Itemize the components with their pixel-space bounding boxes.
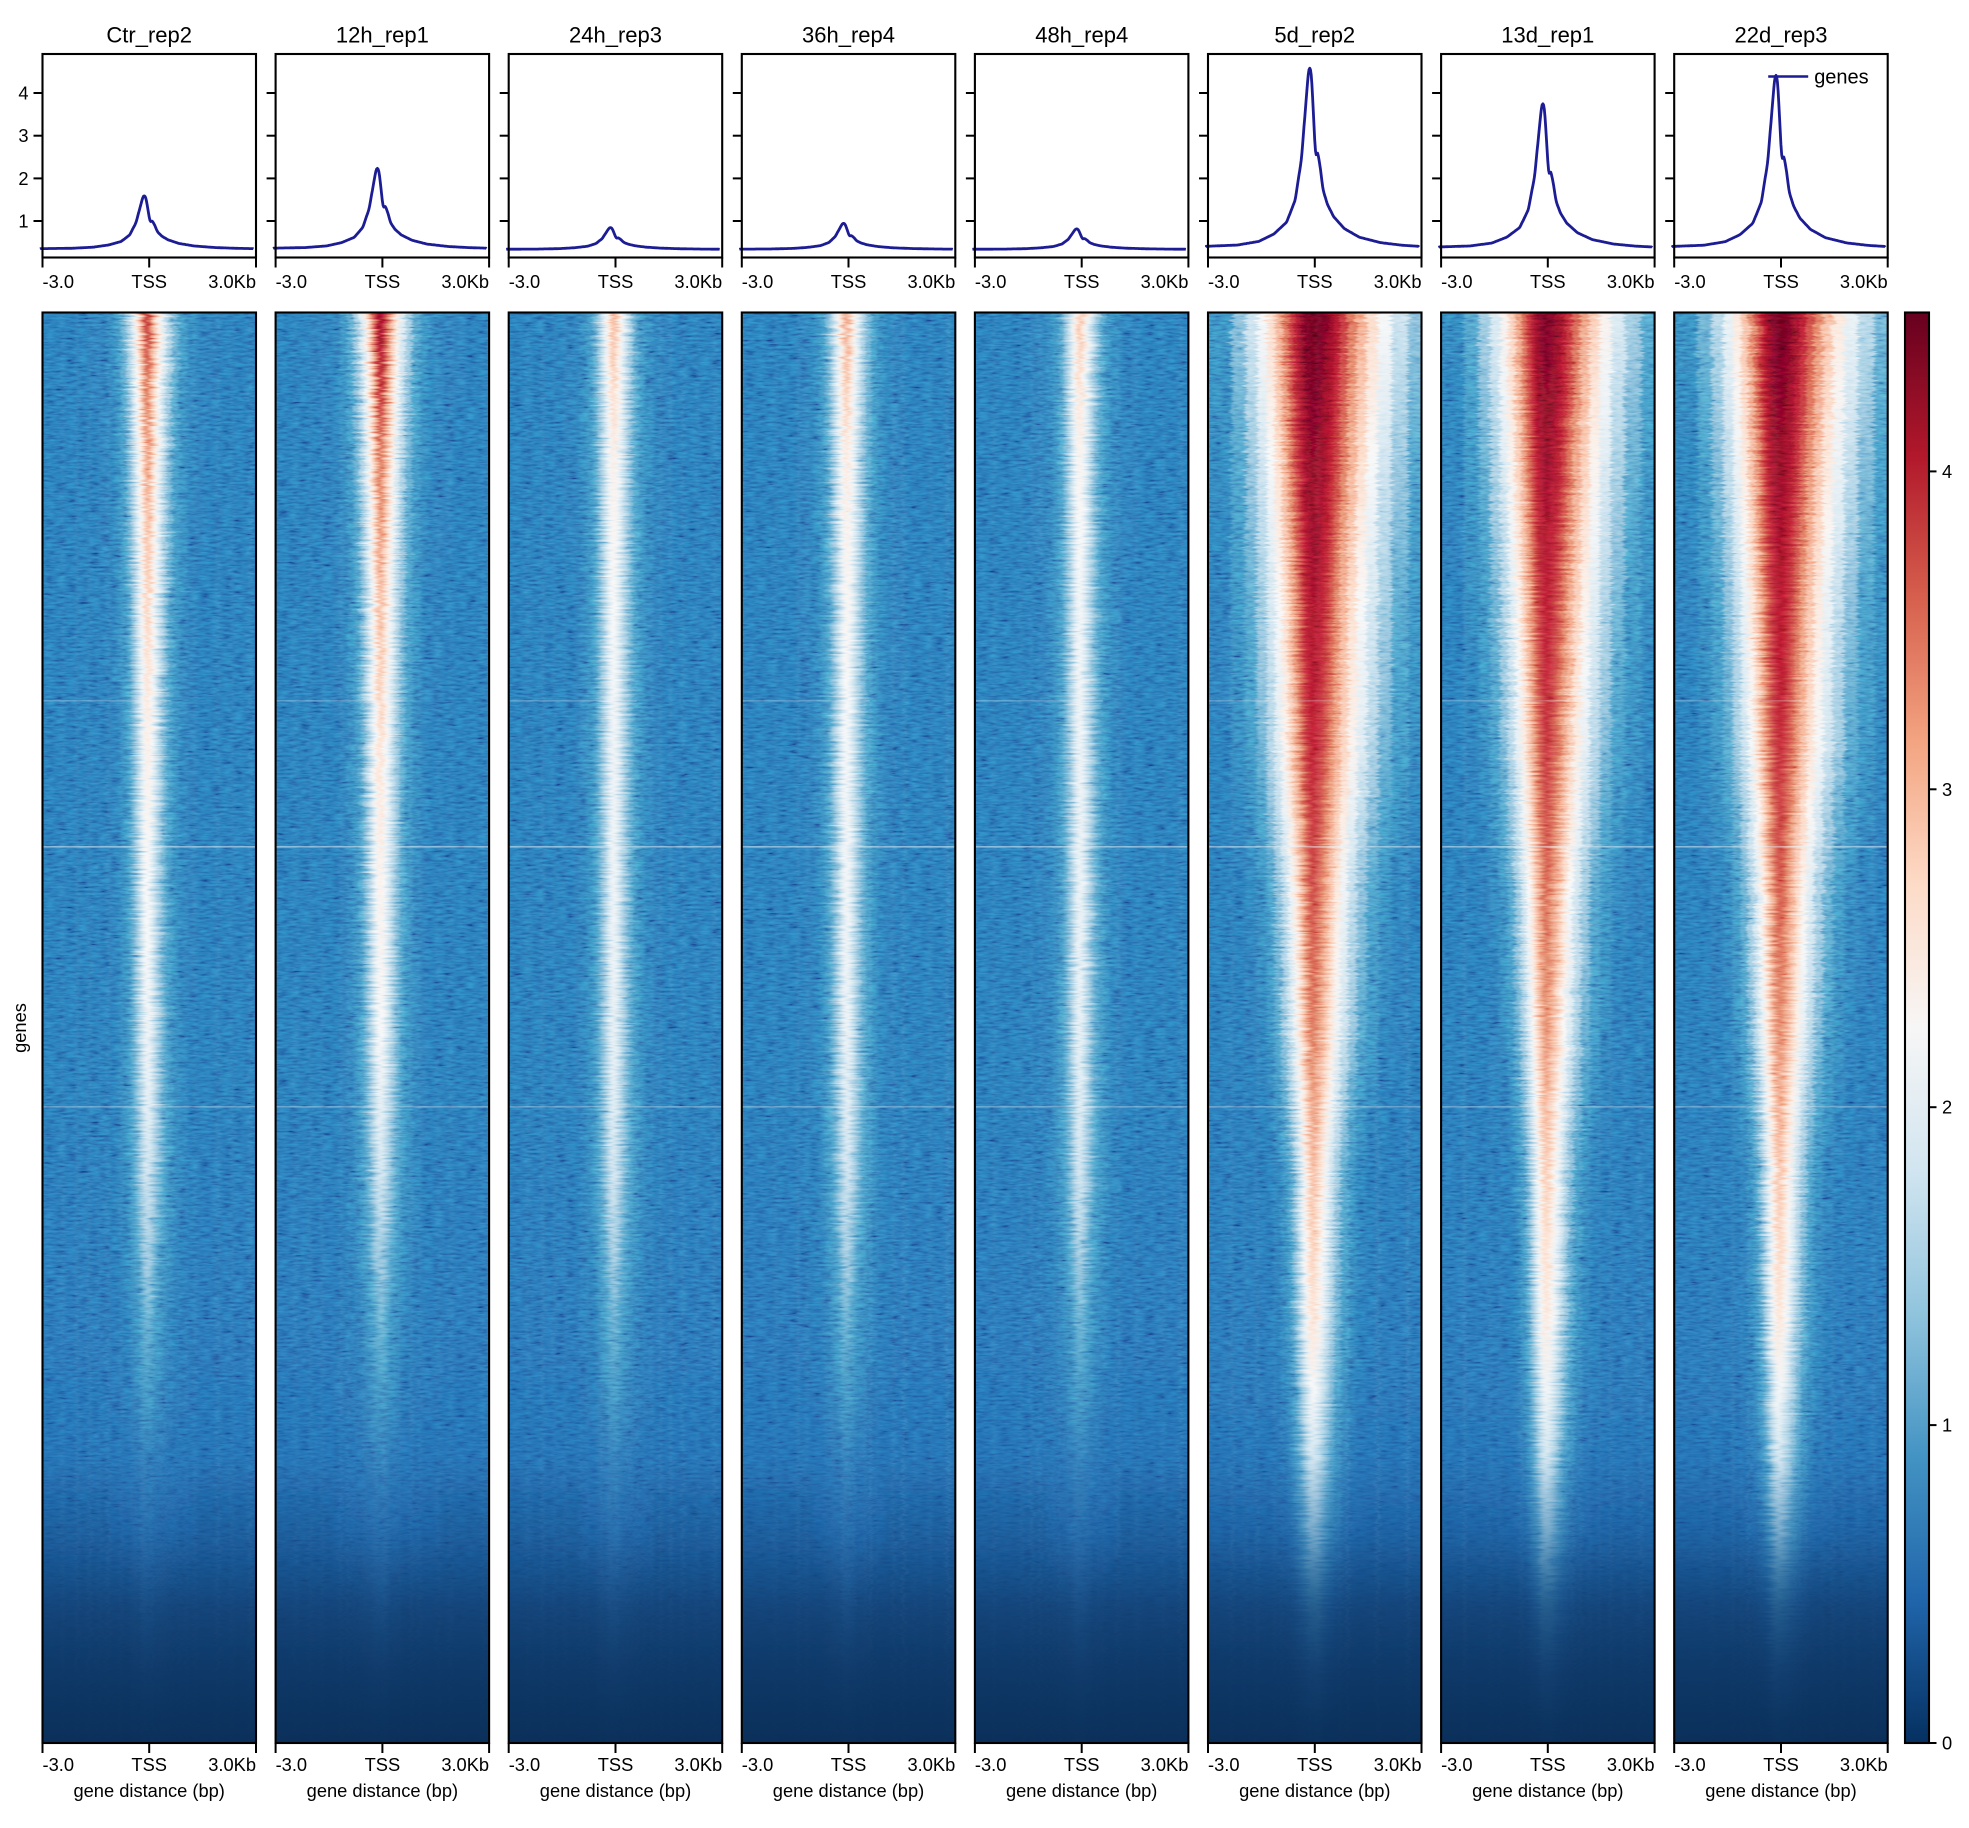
svg-text:TSS: TSS <box>598 1754 634 1775</box>
svg-text:TSS: TSS <box>831 271 867 292</box>
svg-text:3.0Kb: 3.0Kb <box>208 1754 256 1775</box>
svg-text:13d_rep1: 13d_rep1 <box>1501 23 1594 48</box>
svg-text:3.0Kb: 3.0Kb <box>674 271 722 292</box>
svg-text:3.0Kb: 3.0Kb <box>208 271 256 292</box>
svg-text:1: 1 <box>1942 1415 1952 1436</box>
svg-text:-3.0: -3.0 <box>975 271 1007 292</box>
svg-text:TSS: TSS <box>1297 1754 1333 1775</box>
svg-text:-3.0: -3.0 <box>1441 1754 1473 1775</box>
svg-text:gene distance (bp): gene distance (bp) <box>773 1780 924 1801</box>
svg-text:2: 2 <box>18 168 28 189</box>
svg-text:genes: genes <box>1814 67 1869 89</box>
svg-text:3.0Kb: 3.0Kb <box>908 271 956 292</box>
svg-text:0: 0 <box>1942 1733 1952 1754</box>
svg-text:genes: genes <box>9 1003 30 1053</box>
svg-text:gene distance (bp): gene distance (bp) <box>1472 1780 1623 1801</box>
svg-text:-3.0: -3.0 <box>1674 271 1706 292</box>
svg-text:-3.0: -3.0 <box>509 1754 541 1775</box>
svg-text:TSS: TSS <box>365 1754 401 1775</box>
svg-text:-3.0: -3.0 <box>43 271 75 292</box>
svg-text:gene distance (bp): gene distance (bp) <box>1705 1780 1856 1801</box>
svg-text:TSS: TSS <box>598 271 634 292</box>
svg-text:-3.0: -3.0 <box>1208 271 1240 292</box>
svg-text:48h_rep4: 48h_rep4 <box>1035 23 1128 48</box>
svg-text:gene distance (bp): gene distance (bp) <box>1239 1780 1390 1801</box>
svg-text:TSS: TSS <box>1064 1754 1100 1775</box>
svg-text:3.0Kb: 3.0Kb <box>1607 1754 1655 1775</box>
svg-text:3.0Kb: 3.0Kb <box>1840 271 1888 292</box>
svg-text:-3.0: -3.0 <box>975 1754 1007 1775</box>
svg-text:24h_rep3: 24h_rep3 <box>569 23 662 48</box>
svg-text:-3.0: -3.0 <box>742 271 774 292</box>
svg-text:-3.0: -3.0 <box>276 1754 308 1775</box>
svg-text:4: 4 <box>18 83 28 104</box>
svg-text:TSS: TSS <box>1763 1754 1799 1775</box>
svg-text:-3.0: -3.0 <box>509 271 541 292</box>
svg-text:gene distance (bp): gene distance (bp) <box>540 1780 691 1801</box>
svg-text:gene distance (bp): gene distance (bp) <box>307 1780 458 1801</box>
svg-text:TSS: TSS <box>131 1754 167 1775</box>
svg-text:-3.0: -3.0 <box>1208 1754 1240 1775</box>
svg-text:2: 2 <box>1942 1097 1952 1118</box>
svg-text:gene distance (bp): gene distance (bp) <box>1006 1780 1157 1801</box>
svg-text:3: 3 <box>18 125 28 146</box>
svg-text:3.0Kb: 3.0Kb <box>1374 271 1422 292</box>
svg-text:4: 4 <box>1942 461 1952 482</box>
svg-text:3.0Kb: 3.0Kb <box>674 1754 722 1775</box>
svg-text:-3.0: -3.0 <box>1674 1754 1706 1775</box>
svg-text:3.0Kb: 3.0Kb <box>441 1754 489 1775</box>
svg-text:gene distance (bp): gene distance (bp) <box>73 1780 224 1801</box>
svg-text:TSS: TSS <box>1530 271 1566 292</box>
svg-text:3.0Kb: 3.0Kb <box>441 271 489 292</box>
svg-text:3.0Kb: 3.0Kb <box>1141 271 1189 292</box>
svg-text:5d_rep2: 5d_rep2 <box>1274 23 1355 48</box>
svg-text:TSS: TSS <box>1297 271 1333 292</box>
svg-text:TSS: TSS <box>131 271 167 292</box>
svg-text:1: 1 <box>18 211 28 232</box>
svg-text:TSS: TSS <box>1530 1754 1566 1775</box>
svg-text:3.0Kb: 3.0Kb <box>1840 1754 1888 1775</box>
svg-text:-3.0: -3.0 <box>742 1754 774 1775</box>
svg-text:3.0Kb: 3.0Kb <box>1374 1754 1422 1775</box>
svg-text:-3.0: -3.0 <box>43 1754 75 1775</box>
svg-text:TSS: TSS <box>365 271 401 292</box>
svg-text:36h_rep4: 36h_rep4 <box>802 23 895 48</box>
svg-text:TSS: TSS <box>831 1754 867 1775</box>
svg-text:3.0Kb: 3.0Kb <box>1141 1754 1189 1775</box>
svg-text:3.0Kb: 3.0Kb <box>908 1754 956 1775</box>
svg-text:3.0Kb: 3.0Kb <box>1607 271 1655 292</box>
svg-text:12h_rep1: 12h_rep1 <box>336 23 429 48</box>
svg-text:-3.0: -3.0 <box>1441 271 1473 292</box>
svg-text:3: 3 <box>1942 779 1952 800</box>
svg-text:TSS: TSS <box>1763 271 1799 292</box>
svg-text:-3.0: -3.0 <box>276 271 308 292</box>
svg-text:22d_rep3: 22d_rep3 <box>1735 23 1828 48</box>
svg-text:TSS: TSS <box>1064 271 1100 292</box>
svg-text:Ctr_rep2: Ctr_rep2 <box>106 23 192 48</box>
